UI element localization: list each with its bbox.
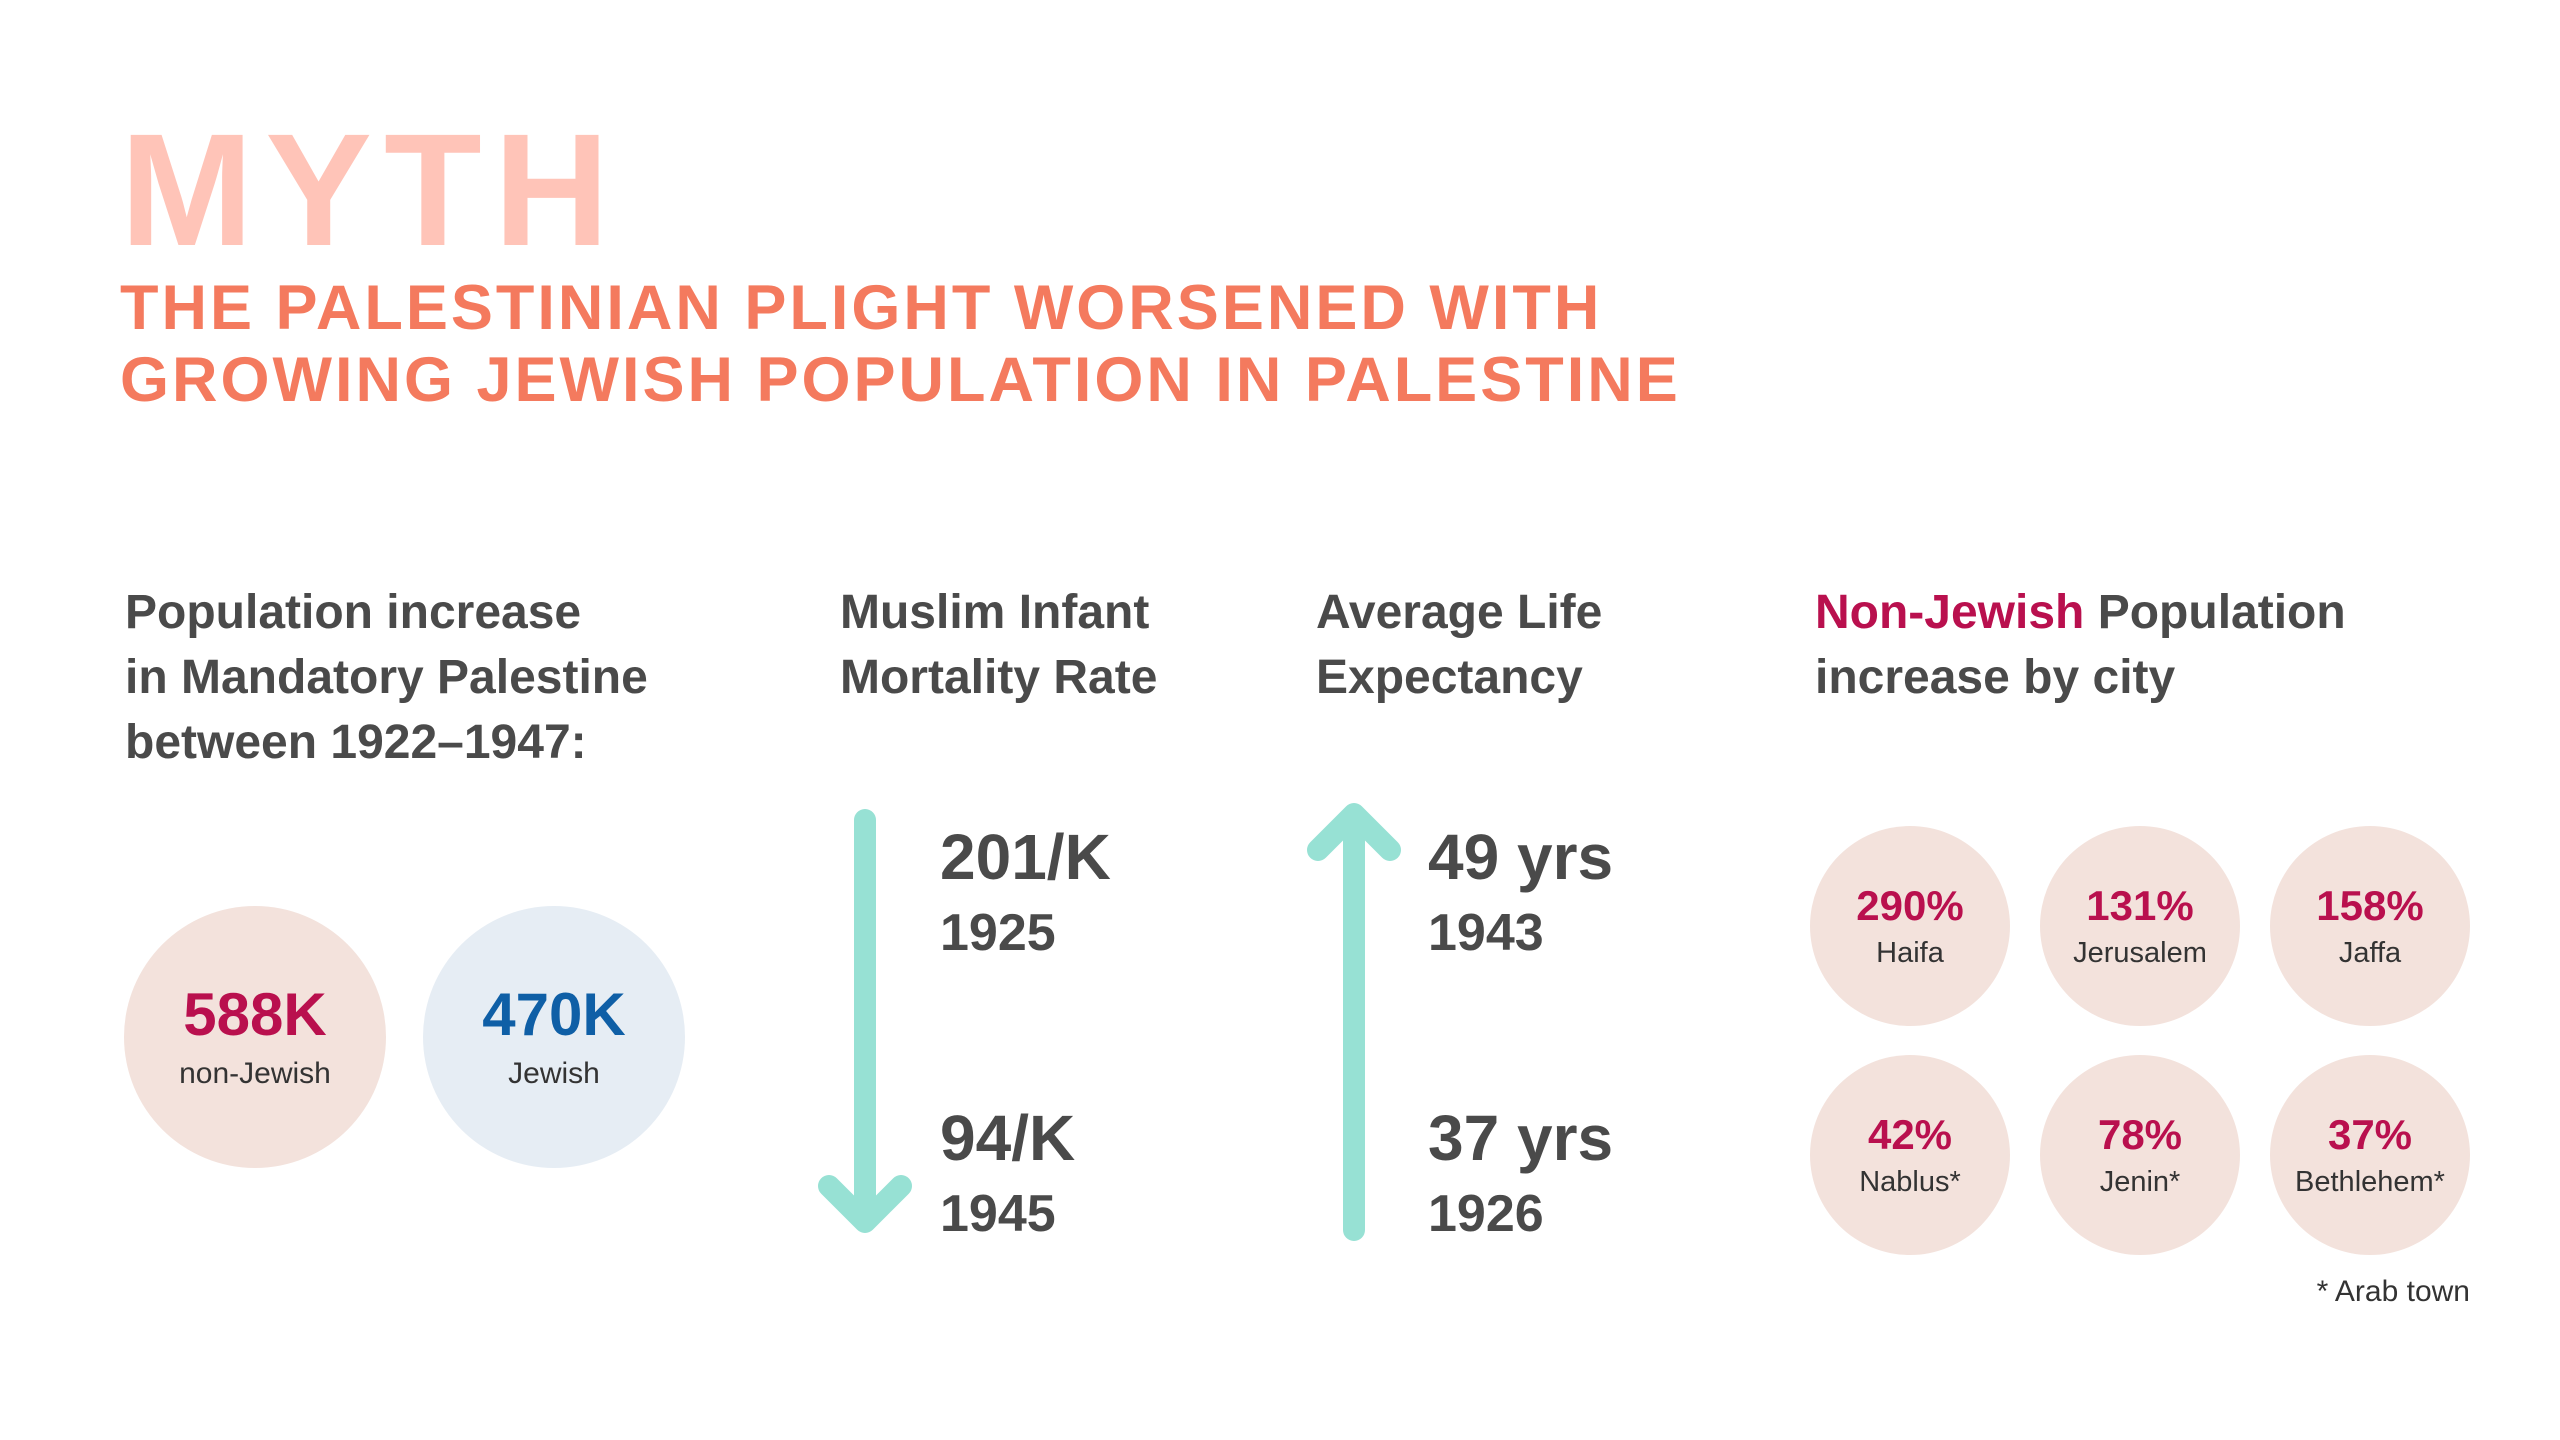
city-value: 37% [2327,1110,2413,1158]
jewish-population-circle: 470K Jewish [423,906,685,1168]
subtitle-line: GROWING JEWISH POPULATION IN PALESTINE [120,345,1681,415]
city-name: Haifa [1876,936,1944,969]
city-name: Jerusalem [2073,936,2207,969]
city-value: 42% [1867,1110,1953,1158]
city-name: Bethlehem* [2295,1165,2445,1198]
page-subtitle: THE PALESTINIAN PLIGHT WORSENED WITH GRO… [120,272,1920,416]
arrow-down-icon [818,809,912,1233]
subtitle-line: THE PALESTINIAN PLIGHT WORSENED WITH [120,273,1603,343]
city-value: 78% [2097,1110,2183,1158]
life-expectancy-year-1943: 1943 [1428,904,1544,962]
heading-line: Muslim Infant [840,586,1150,639]
city-value: 290% [1856,881,1964,929]
infant-mortality-heading: Muslim Infant Mortality Rate [840,580,1157,710]
city-circle-jaffa: 158% Jaffa [2270,826,2470,1026]
cities-heading-accent: Non-Jewish [1815,586,2085,639]
heading-line: Average Life [1316,586,1603,639]
city-circle-bethlehem: 37% Bethlehem* [2270,1055,2470,1255]
city-circle-jerusalem: 131% Jerusalem [2040,826,2240,1026]
city-value: 158% [2316,881,2424,929]
cities-heading: Non-Jewish Population increase by city [1815,580,2346,710]
city-name: Jenin* [2099,1165,2181,1198]
city-value: 131% [2086,881,2194,929]
life-expectancy-value-1926: 37 yrs [1428,1102,1614,1174]
heading-line: between 1922–1947: [125,716,587,769]
infant-mortality-year-1945: 1945 [940,1185,1056,1243]
jewish-population-label: Jewish [508,1057,600,1090]
life-expectancy-year-1926: 1926 [1428,1185,1544,1243]
life-expectancy-heading: Average Life Expectancy [1316,580,1602,710]
infant-mortality-value-1925: 201/K [940,821,1111,893]
city-circle-haifa: 290% Haifa [1810,826,2010,1026]
arrow-up-icon [1307,803,1401,1241]
heading-line: in Mandatory Palestine [125,651,648,704]
non-jewish-population-value: 588K [183,981,327,1048]
heading-line: increase by city [1815,651,2176,704]
city-circle-nablus: 42% Nablus* [1810,1055,2010,1255]
infant-mortality-value-1945: 94/K [940,1102,1076,1174]
heading-line: Mortality Rate [840,651,1158,704]
cities-heading-rest: Population [2084,586,2346,639]
non-jewish-population-circle: 588K non-Jewish [124,906,386,1168]
footnote: * Arab town [2316,1275,2470,1308]
city-circle-jenin: 78% Jenin* [2040,1055,2240,1255]
life-expectancy-value-1943: 49 yrs [1428,821,1614,893]
page-title: MYTH [120,100,622,279]
heading-line: Expectancy [1316,651,1583,704]
heading-line: Population increase [125,586,582,639]
city-name: Nablus* [1859,1165,1961,1198]
jewish-population-value: 470K [482,981,626,1048]
city-name: Jaffa [2338,936,2402,969]
non-jewish-population-label: non-Jewish [179,1057,331,1090]
population-heading: Population increase in Mandatory Palesti… [125,580,648,775]
infant-mortality-year-1925: 1925 [940,904,1056,962]
